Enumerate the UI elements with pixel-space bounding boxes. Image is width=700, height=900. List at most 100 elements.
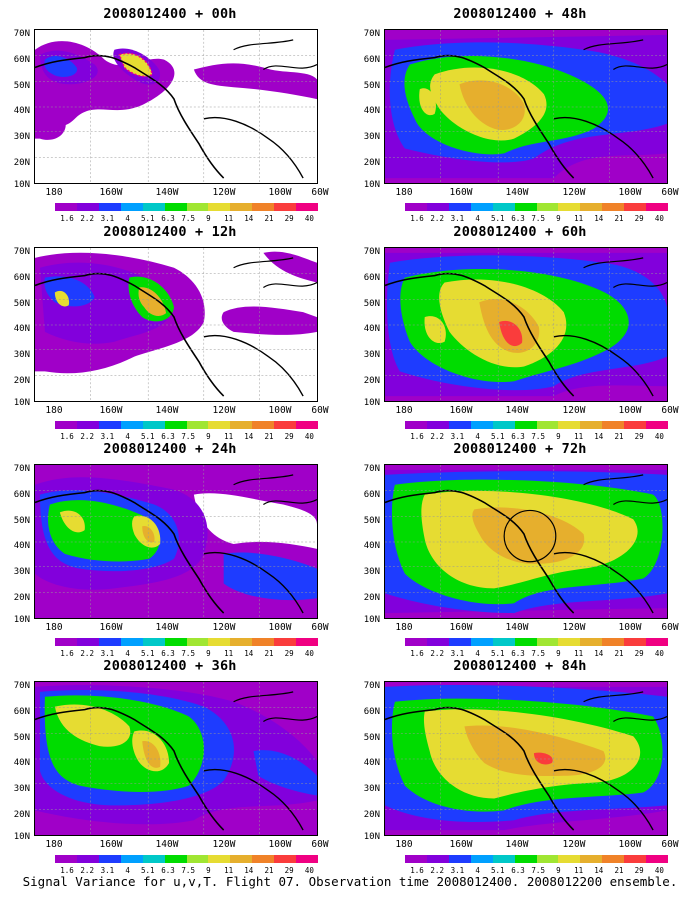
colorbar-label: 29	[634, 649, 644, 658]
lat-label: 10N	[13, 180, 30, 190]
colorbar-label: 7.5	[181, 866, 195, 875]
colorbar-swatch	[230, 855, 253, 863]
lat-label: 40N	[363, 106, 380, 116]
colorbar-label: 11	[224, 214, 234, 223]
lon-label: 60W	[311, 187, 329, 198]
lat-label: 10N	[363, 398, 380, 408]
colorbar-label: 6.3	[161, 214, 175, 223]
lon-label: 140W	[505, 405, 529, 416]
lat-label: 60N	[13, 55, 30, 65]
lon-label: 180	[45, 839, 63, 850]
lat-label: 50N	[363, 516, 380, 526]
colorbar-label: 21	[264, 214, 274, 223]
colorbar-label: 7.5	[181, 432, 195, 441]
colorbar-swatch	[426, 421, 449, 429]
lon-label: 180	[45, 187, 63, 198]
colorbar-label: 4	[475, 432, 480, 441]
colorbar-label: 14	[594, 649, 604, 658]
colorbar-label: 1.6	[410, 649, 424, 658]
colorbar-swatch	[514, 421, 537, 429]
colorbar-swatch	[296, 421, 319, 429]
colorbar-label: 7.5	[531, 649, 545, 658]
colorbar-swatch	[55, 203, 77, 211]
colorbar-label: 1.6	[410, 432, 424, 441]
colorbar-swatch	[274, 638, 297, 646]
colorbar-label: 7.5	[531, 214, 545, 223]
lon-label: 140W	[155, 622, 179, 633]
colorbar-swatch	[580, 855, 603, 863]
colorbar-label: 40	[304, 649, 314, 658]
colorbar-swatch	[208, 855, 231, 863]
lat-label: 20N	[13, 593, 30, 603]
lon-label: 140W	[505, 187, 529, 198]
lon-label: 160W	[449, 622, 473, 633]
colorbar-label: 1.6	[60, 866, 74, 875]
lat-label: 50N	[13, 733, 30, 743]
colorbar-label: 29	[634, 432, 644, 441]
colorbar-swatch	[492, 638, 515, 646]
colorbar-swatch	[252, 203, 275, 211]
colorbar-label: 4	[475, 866, 480, 875]
colorbar-label: 21	[614, 432, 624, 441]
lat-label: 50N	[363, 733, 380, 743]
colorbar-swatch	[558, 203, 581, 211]
lat-label: 40N	[13, 758, 30, 768]
lon-label: 160W	[449, 187, 473, 198]
variance-map	[384, 29, 668, 184]
colorbar-swatch	[120, 421, 143, 429]
lat-label: 70N	[13, 681, 30, 691]
colorbar-swatch	[142, 203, 165, 211]
lat-label: 10N	[13, 615, 30, 625]
colorbar-label: 2.2	[80, 432, 94, 441]
lat-label: 20N	[363, 593, 380, 603]
lon-label: 180	[395, 622, 413, 633]
lon-label: 120W	[562, 622, 586, 633]
lat-label: 10N	[363, 180, 380, 190]
colorbar-label: 6.3	[161, 649, 175, 658]
lon-label: 100W	[268, 839, 292, 850]
colorbar-label: 9	[206, 649, 211, 658]
colorbar	[55, 855, 319, 863]
lon-label: 120W	[212, 839, 236, 850]
colorbar	[55, 638, 319, 646]
colorbar-swatch	[230, 638, 253, 646]
colorbar-label: 6.3	[161, 866, 175, 875]
lat-label: 40N	[13, 106, 30, 116]
colorbar-swatch	[536, 855, 559, 863]
colorbar-label: 11	[224, 432, 234, 441]
panel-title: 2008012400 + 12h	[103, 224, 237, 240]
colorbar-swatch	[470, 638, 493, 646]
lon-label: 180	[45, 622, 63, 633]
colorbar-label: 14	[244, 649, 254, 658]
colorbar-swatch	[492, 203, 515, 211]
colorbar-swatch	[624, 638, 647, 646]
colorbar-label: 5.1	[491, 649, 505, 658]
lat-label: 70N	[363, 29, 380, 39]
colorbar-label: 40	[304, 214, 314, 223]
lat-label: 40N	[363, 324, 380, 334]
variance-map	[34, 247, 318, 402]
colorbar-swatch	[426, 638, 449, 646]
colorbar-swatch	[470, 855, 493, 863]
colorbar-label: 1.6	[410, 214, 424, 223]
colorbar-swatch	[536, 638, 559, 646]
colorbar-swatch	[98, 638, 121, 646]
colorbar-swatch	[142, 638, 165, 646]
lon-label: 100W	[268, 187, 292, 198]
colorbar-swatch	[558, 855, 581, 863]
lat-label: 20N	[363, 158, 380, 168]
colorbar-swatch	[164, 203, 187, 211]
lon-label: 100W	[268, 405, 292, 416]
panel-title: 2008012400 + 48h	[453, 6, 587, 22]
colorbar-swatch	[580, 203, 603, 211]
colorbar-swatch	[55, 638, 77, 646]
colorbar-swatch	[602, 421, 625, 429]
colorbar-swatch	[602, 638, 625, 646]
lat-label: 60N	[13, 707, 30, 717]
colorbar-label: 2.2	[430, 649, 444, 658]
colorbar-label: 6.3	[511, 866, 525, 875]
map-panel-84h: 2008012400 + 84h 70N 60N 50N 40N 30N 20	[350, 658, 690, 878]
colorbar-swatch	[448, 855, 471, 863]
colorbar-swatch	[120, 203, 143, 211]
lat-label: 40N	[13, 541, 30, 551]
